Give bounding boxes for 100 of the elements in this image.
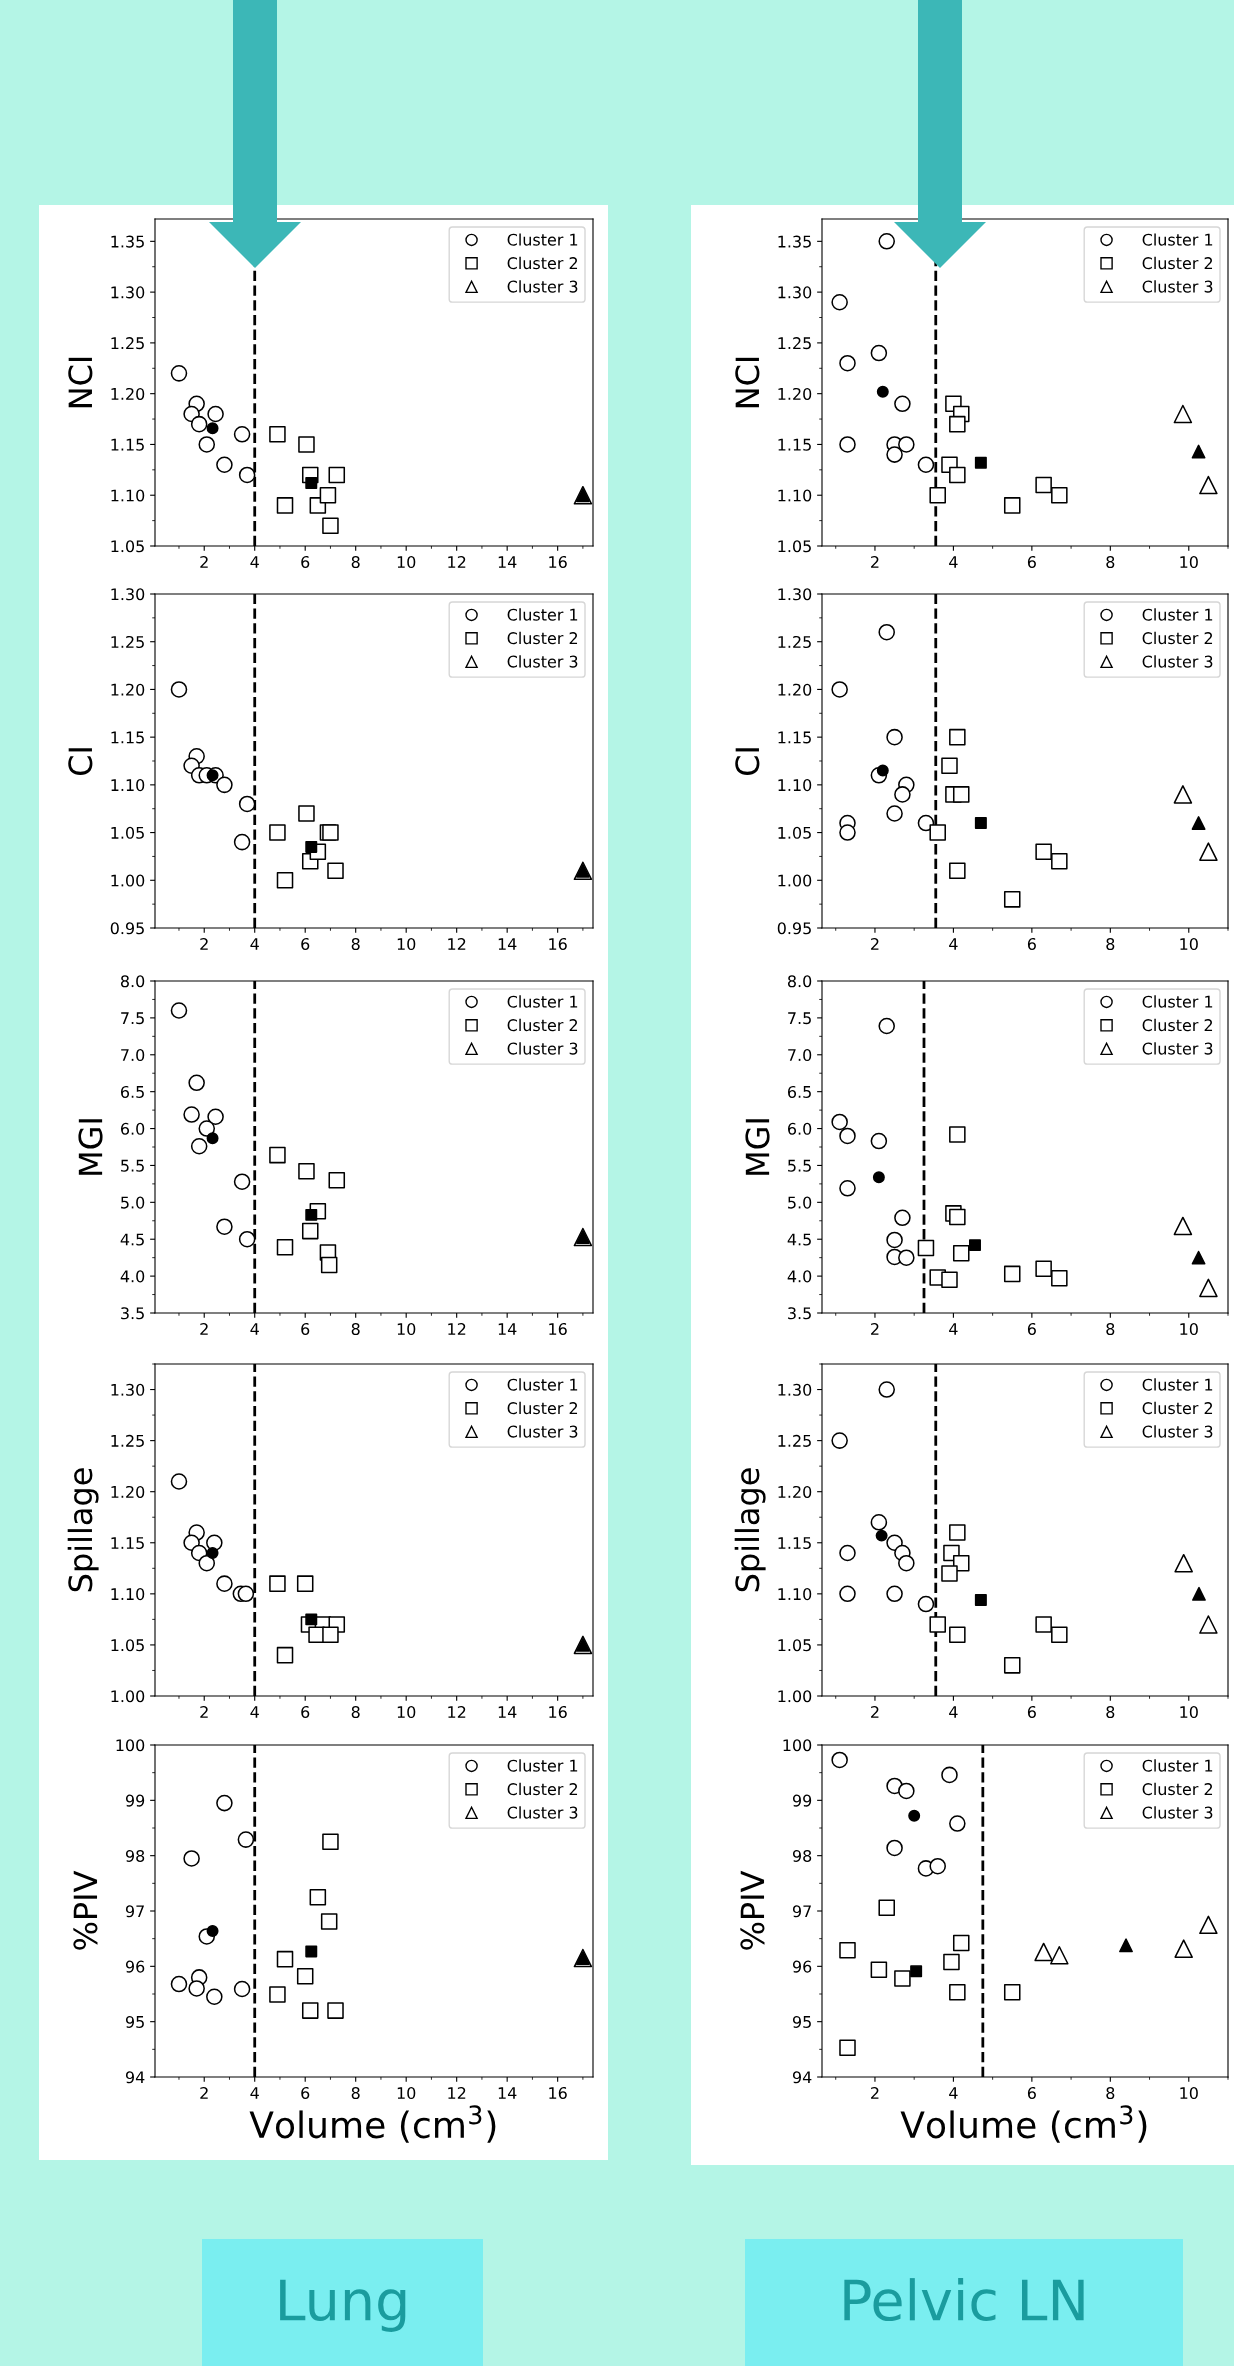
y-tick-label: 1.15	[778, 1537, 811, 1550]
x-tick-label: 2	[200, 1706, 208, 1718]
x-tick-label: 6	[301, 1323, 310, 1336]
x-tick-label: 10	[397, 1706, 416, 1719]
legend-label: Cluster 3	[1142, 655, 1213, 668]
y-tick-label: 1.10	[111, 1588, 145, 1601]
y-tick-label: 7.5	[788, 1012, 811, 1025]
y-tick-label: 7.0	[121, 1048, 145, 1062]
legend-label: Cluster 2	[1142, 256, 1213, 270]
x-tick-label: 14	[498, 556, 517, 568]
y-tick-label: 6.5	[787, 1085, 811, 1098]
y-tick-label: 95	[792, 2015, 811, 2028]
y-tick-label: 1.25	[778, 1434, 811, 1447]
y-tick-label: 8.0	[787, 975, 812, 988]
y-tick-label: 1.25	[111, 1434, 144, 1447]
x-tick-label: 4	[949, 1323, 958, 1335]
legend-label: Cluster 1	[1142, 995, 1213, 1008]
x-tick-label: 6	[1027, 556, 1036, 569]
x-tick-label: 16	[549, 2087, 567, 2100]
y-tick-label: 5.5	[788, 1159, 811, 1172]
y-tick-label: 8.0	[120, 975, 145, 988]
x-tick-label: 10	[1180, 2087, 1198, 2100]
y-tick-label: 1.10	[111, 489, 145, 502]
x-tick-label: 16	[549, 556, 567, 569]
x-tick-label: 2	[871, 1323, 879, 1335]
x-tick-label: 10	[1180, 556, 1198, 569]
x-tick-label: 14	[498, 938, 517, 950]
text: Pelvic LN	[844, 2278, 1084, 2322]
y-tick-label: 1.20	[778, 683, 812, 696]
x-tick-label: 6	[1027, 1323, 1036, 1336]
x-tick-label: 10	[1180, 938, 1198, 951]
legend-label: Cluster 2	[507, 256, 578, 270]
y-tick-label: 100	[783, 1739, 812, 1752]
y-tick-label: 94	[125, 2071, 145, 2084]
y-tick-label: 1.00	[778, 874, 812, 887]
x-tick-label: 8	[1106, 2087, 1115, 2100]
legend-label: Cluster 3	[1142, 280, 1213, 293]
y-tick-label: 1.05	[778, 826, 811, 839]
y-tick-label: 1.25	[778, 337, 811, 350]
y-tick-label: 1.00	[778, 1690, 812, 1703]
legend-label: Cluster 1	[1142, 1759, 1213, 1772]
y-tick-label: 0.95	[110, 922, 144, 935]
y-axis-title: %PIV	[740, 1870, 765, 1950]
x-tick-label: 2	[871, 938, 879, 950]
y-tick-label: 0.95	[777, 922, 811, 935]
x-tick-label: 8	[1106, 938, 1115, 951]
y-tick-label: 1.30	[778, 1383, 812, 1396]
y-tick-label: 1.30	[778, 588, 812, 601]
x-tick-label: 4	[949, 938, 958, 950]
y-tick-label: 97	[125, 1905, 144, 1918]
x-tick-label: 12	[448, 556, 466, 568]
x-tick-label: 6	[1027, 2087, 1036, 2100]
y-tick-label: 6.0	[120, 1122, 145, 1135]
y-axis-title: MGI	[745, 1119, 770, 1175]
y-tick-label: 1.30	[111, 1383, 145, 1396]
x-axis-title: Volume (cm$^{3}$)	[900, 2105, 1147, 2143]
x-tick-label: 4	[250, 1706, 259, 1718]
y-tick-label: 1.35	[111, 235, 144, 248]
x-tick-label: 8	[351, 938, 360, 951]
y-axis-title: NCI	[735, 357, 760, 408]
y-tick-label: 97	[792, 1905, 811, 1918]
y-tick-label: 5.0	[121, 1196, 145, 1209]
y-tick-label: 1.20	[778, 1485, 812, 1498]
x-tick-label: 10	[397, 938, 416, 951]
y-tick-label: 1.15	[111, 731, 144, 744]
y-tick-label: 5.5	[121, 1159, 144, 1172]
x-tick-label: 16	[549, 938, 567, 951]
x-tick-label: 16	[549, 1706, 567, 1719]
x-tick-label: 10	[397, 556, 416, 569]
y-tick-label: 96	[125, 1960, 145, 1973]
y-tick-label: 1.10	[111, 779, 145, 792]
y-tick-label: 98	[125, 1849, 145, 1862]
legend-label: Cluster 1	[1142, 1378, 1213, 1391]
x-tick-label: 2	[871, 1706, 879, 1718]
y-tick-label: 1.05	[111, 540, 144, 553]
y-axis-title: MGI	[78, 1119, 103, 1175]
x-tick-label: 2	[200, 2087, 208, 2099]
legend-label: Cluster 3	[1142, 1806, 1213, 1819]
y-tick-label: 95	[125, 2015, 144, 2028]
y-tick-label: 1.15	[778, 438, 811, 451]
legend-label: Cluster 2	[1142, 631, 1213, 645]
x-tick-label: 10	[1180, 1706, 1198, 1719]
y-axis-title: %PIV	[73, 1870, 98, 1950]
x-tick-label: 2	[200, 556, 208, 568]
y-axis-title: NCI	[68, 357, 93, 408]
text: Lung	[280, 2279, 406, 2332]
legend-label: Cluster 1	[507, 608, 578, 621]
x-tick-label: 12	[448, 1706, 466, 1718]
y-tick-label: 1.30	[111, 286, 145, 299]
y-tick-label: 99	[125, 1794, 145, 1807]
x-tick-label: 8	[1106, 1706, 1115, 1719]
x-tick-label: 14	[498, 1323, 517, 1335]
y-tick-label: 96	[792, 1960, 812, 1973]
y-tick-label: 1.20	[111, 683, 145, 696]
y-tick-label: 1.05	[778, 540, 811, 553]
legend-label: Cluster 3	[507, 655, 578, 668]
y-tick-label: 99	[792, 1794, 812, 1807]
x-tick-label: 8	[351, 1323, 360, 1336]
x-tick-label: 2	[871, 2087, 879, 2099]
y-tick-label: 1.10	[778, 1588, 812, 1601]
